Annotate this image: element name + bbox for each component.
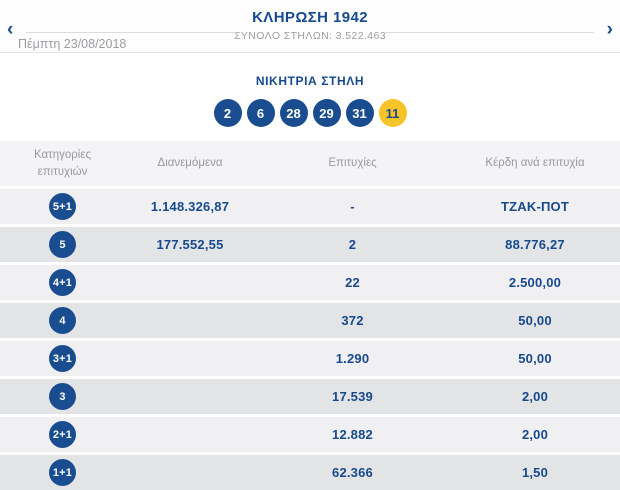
winners-cell: 22 xyxy=(345,275,360,290)
distributed-cell: 177.552,55 xyxy=(156,237,224,252)
winners-cell: - xyxy=(350,199,355,214)
table-header-row: Κατηγορίες επιτυχιών Διανεμόμενα Επιτυχί… xyxy=(0,141,620,186)
category-badge: 3+1 xyxy=(49,345,76,372)
prize-cell: 1,50 xyxy=(521,465,549,480)
column-header-distributed: Διανεμόμενα xyxy=(157,157,223,170)
prize-cell: 50,00 xyxy=(518,313,552,328)
next-draw-button[interactable]: › xyxy=(607,20,613,39)
winners-cell: 372 xyxy=(341,313,364,328)
draw-header: ‹ ΚΛΗΡΩΣΗ 1942 ΣΥΝΟΛΟ ΣΤΗΛΩΝ: 3.522.463 … xyxy=(0,0,620,53)
divider-left xyxy=(26,32,236,33)
winning-numbers: 2 6 28 29 31 11 xyxy=(0,99,620,127)
winners-cell: 17.539 xyxy=(332,389,373,404)
winning-column-heading: ΝΙΚΗΤΡΙΑ ΣΤΗΛΗ xyxy=(255,74,365,88)
prize-cell: ΤΖΑΚ-ΠΟΤ xyxy=(500,199,570,214)
category-badge: 4 xyxy=(49,307,76,334)
winners-cell: 2 xyxy=(348,237,357,252)
draw-date: Πέμπτη 23/08/2018 xyxy=(18,37,127,51)
winning-number-ball: 29 xyxy=(312,99,341,127)
column-header-winners: Επιτυχίες xyxy=(328,157,377,170)
total-columns-label: ΣΥΝΟΛΟ ΣΤΗΛΩΝ: 3.522.463 xyxy=(233,30,386,42)
category-badge: 4+1 xyxy=(49,269,76,296)
winners-cell: 12.882 xyxy=(332,427,373,442)
column-header-categories: Κατηγορίες επιτυχιών xyxy=(33,149,92,178)
winning-number-ball: 6 xyxy=(246,99,275,127)
winners-cell: 1.290 xyxy=(335,351,370,366)
chevron-left-icon: ‹ xyxy=(7,19,14,40)
table-row: 3+1 1.290 50,00 xyxy=(0,341,620,376)
chevron-right-icon: › xyxy=(606,19,613,40)
joker-number-ball: 11 xyxy=(378,99,407,127)
category-badge: 1+1 xyxy=(49,459,76,486)
prize-cell: 88.776,27 xyxy=(505,237,565,252)
divider-right xyxy=(384,32,594,33)
prize-cell: 2.500,00 xyxy=(508,275,562,290)
winning-number-ball: 2 xyxy=(213,99,242,127)
table-row: 4+1 22 2.500,00 xyxy=(0,265,620,300)
prize-cell: 2,00 xyxy=(521,389,549,404)
winning-number-ball: 28 xyxy=(279,99,308,127)
table-row: 5+1 1.148.326,87 - ΤΖΑΚ-ΠΟΤ xyxy=(0,189,620,224)
draw-title: ΚΛΗΡΩΣΗ 1942 xyxy=(252,9,368,26)
table-row: 2+1 12.882 2,00 xyxy=(0,417,620,452)
previous-draw-button[interactable]: ‹ xyxy=(7,20,13,39)
distributed-cell: 1.148.326,87 xyxy=(150,199,230,214)
category-badge: 5 xyxy=(49,231,76,258)
table-row: 3 17.539 2,00 xyxy=(0,379,620,414)
category-badge: 5+1 xyxy=(49,193,76,220)
results-table: Κατηγορίες επιτυχιών Διανεμόμενα Επιτυχί… xyxy=(0,141,620,490)
table-row: 5 177.552,55 2 88.776,27 xyxy=(0,227,620,262)
table-body: 5+1 1.148.326,87 - ΤΖΑΚ-ΠΟΤ 5 177.552,55… xyxy=(0,189,620,490)
winners-cell: 62.366 xyxy=(332,465,373,480)
prize-cell: 2,00 xyxy=(521,427,549,442)
table-row: 1+1 62.366 1,50 xyxy=(0,455,620,490)
category-badge: 3 xyxy=(49,383,76,410)
prize-cell: 50,00 xyxy=(518,351,552,366)
table-row: 4 372 50,00 xyxy=(0,303,620,338)
category-badge: 2+1 xyxy=(49,421,76,448)
winning-number-ball: 31 xyxy=(345,99,374,127)
column-header-prize: Κέρδη ανά επιτυχία xyxy=(485,157,585,170)
